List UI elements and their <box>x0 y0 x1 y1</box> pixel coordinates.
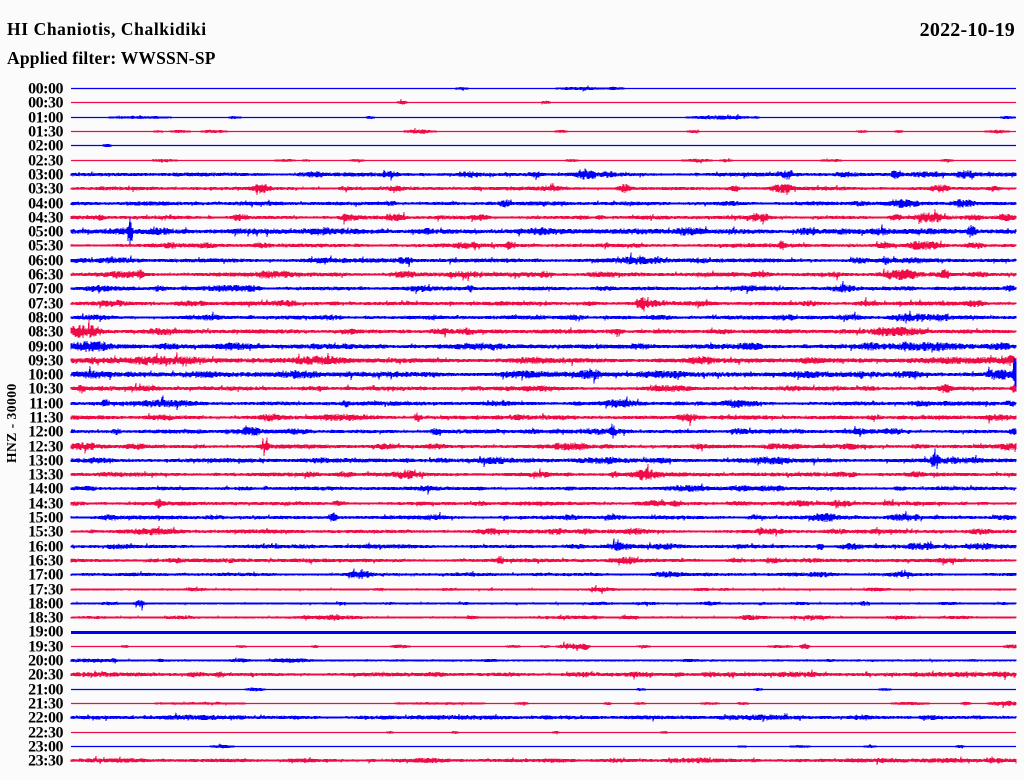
svg-text:22:30: 22:30 <box>28 725 63 742</box>
svg-text:07:00: 07:00 <box>28 281 63 298</box>
svg-text:02:00: 02:00 <box>28 138 63 155</box>
svg-text:22:00: 22:00 <box>28 710 63 727</box>
svg-text:05:00: 05:00 <box>28 224 63 241</box>
svg-text:12:30: 12:30 <box>28 439 63 456</box>
svg-text:15:30: 15:30 <box>28 524 63 541</box>
svg-text:10:00: 10:00 <box>28 367 63 384</box>
svg-text:14:30: 14:30 <box>28 496 63 513</box>
svg-text:18:30: 18:30 <box>28 610 63 627</box>
svg-text:16:30: 16:30 <box>28 553 63 570</box>
svg-text:09:30: 09:30 <box>28 353 63 370</box>
svg-text:2022-10-19: 2022-10-19 <box>920 19 1015 41</box>
svg-text:03:30: 03:30 <box>28 181 63 198</box>
svg-text:08:00: 08:00 <box>28 310 63 327</box>
svg-text:04:30: 04:30 <box>28 210 63 227</box>
svg-text:14:00: 14:00 <box>28 481 63 498</box>
svg-text:17:00: 17:00 <box>28 567 63 584</box>
svg-text:19:00: 19:00 <box>28 624 63 641</box>
svg-text:20:30: 20:30 <box>28 667 63 684</box>
svg-text:16:00: 16:00 <box>28 539 63 556</box>
svg-text:05:30: 05:30 <box>28 238 63 255</box>
svg-text:08:30: 08:30 <box>28 324 63 341</box>
svg-text:11:30: 11:30 <box>29 410 63 427</box>
svg-text:06:00: 06:00 <box>28 253 63 270</box>
svg-text:10:30: 10:30 <box>28 381 63 398</box>
svg-text:03:00: 03:00 <box>28 167 63 184</box>
svg-text:HNZ - 30000: HNZ - 30000 <box>4 383 19 463</box>
svg-text:18:00: 18:00 <box>28 596 63 613</box>
svg-text:23:30: 23:30 <box>28 753 63 770</box>
svg-text:21:00: 21:00 <box>28 682 63 699</box>
svg-text:09:00: 09:00 <box>28 339 63 356</box>
svg-text:11:00: 11:00 <box>29 396 63 413</box>
svg-text:00:00: 00:00 <box>28 81 63 98</box>
svg-text:13:00: 13:00 <box>28 453 63 470</box>
svg-text:06:30: 06:30 <box>28 267 63 284</box>
svg-text:00:30: 00:30 <box>28 95 63 112</box>
svg-text:17:30: 17:30 <box>28 582 63 599</box>
svg-text:21:30: 21:30 <box>28 696 63 713</box>
svg-text:01:00: 01:00 <box>28 110 63 127</box>
svg-text:19:30: 19:30 <box>28 639 63 656</box>
svg-text:01:30: 01:30 <box>28 124 63 141</box>
svg-text:13:30: 13:30 <box>28 467 63 484</box>
svg-text:12:00: 12:00 <box>28 424 63 441</box>
svg-text:20:00: 20:00 <box>28 653 63 670</box>
svg-text:07:30: 07:30 <box>28 296 63 313</box>
svg-text:Applied filter: WWSSN-SP: Applied filter: WWSSN-SP <box>7 48 216 68</box>
svg-text:15:00: 15:00 <box>28 510 63 527</box>
svg-text:HI Chaniotis, Chalkidiki: HI Chaniotis, Chalkidiki <box>7 19 207 39</box>
svg-text:04:00: 04:00 <box>28 196 63 213</box>
svg-text:23:00: 23:00 <box>28 739 63 756</box>
svg-text:02:30: 02:30 <box>28 153 63 170</box>
